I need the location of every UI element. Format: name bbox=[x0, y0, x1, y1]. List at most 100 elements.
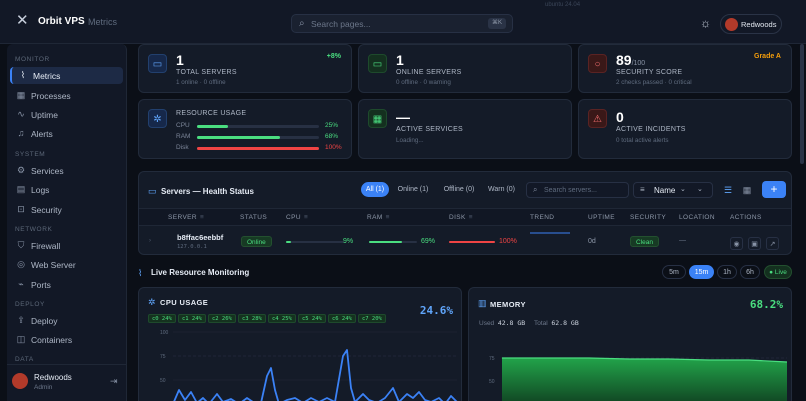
sidebar-item-label: Firewall bbox=[31, 241, 61, 251]
section-system: SYSTEM bbox=[15, 151, 46, 158]
sidebar-item-label: Logs bbox=[31, 185, 50, 195]
filter-warn[interactable]: Warn (0) bbox=[488, 186, 515, 193]
resource-label: RAM bbox=[176, 133, 191, 140]
filter-online[interactable]: Online (1) bbox=[397, 186, 429, 193]
file-icon: ▤ bbox=[16, 184, 26, 194]
gear-icon: ⚙ bbox=[16, 165, 26, 175]
sun-icon[interactable]: ☼ bbox=[700, 16, 711, 30]
col-server[interactable]: SERVER ≡ bbox=[168, 214, 204, 221]
cpu-track bbox=[286, 241, 344, 243]
cpu-chart-title: CPU USAGE bbox=[160, 298, 209, 307]
sidebar-item-uptime[interactable]: ∿ Uptime bbox=[10, 106, 123, 123]
active-services-sub: Loading... bbox=[396, 137, 424, 144]
security-badge: Clean bbox=[630, 236, 659, 247]
cpu-chart-plot: 100 75 50 bbox=[160, 330, 458, 401]
table-row[interactable]: › b8ffac6eebbf 127.0.0.1 Online 9% 69% 1… bbox=[139, 227, 791, 254]
resource-label: Disk bbox=[176, 144, 189, 151]
score-max: /100 bbox=[631, 60, 646, 67]
servers-title: Servers — Health Status bbox=[161, 187, 254, 196]
filter-offline[interactable]: Offline (0) bbox=[443, 186, 475, 193]
search-placeholder: Search pages... bbox=[311, 19, 371, 29]
servers-panel: ▭ Servers — Health Status All (1) Online… bbox=[138, 171, 792, 255]
live-badge[interactable]: ● Live bbox=[764, 265, 792, 279]
range-15m[interactable]: 15m bbox=[689, 265, 714, 279]
terminal-icon[interactable]: ▣ bbox=[748, 237, 761, 250]
core-badge: c4 25% bbox=[268, 314, 296, 323]
list-view-icon[interactable]: ☰ bbox=[723, 185, 733, 195]
live-monitoring-title: Live Resource Monitoring bbox=[151, 268, 250, 277]
location-value: — bbox=[679, 237, 686, 244]
active-incidents-sub: 0 total active alerts bbox=[616, 137, 669, 144]
metrics-icon[interactable]: ↗ bbox=[766, 237, 779, 250]
total-servers-delta: +8% bbox=[326, 53, 341, 60]
sidebar: MONITOR ⌇ Metrics ▦ Processes ∿ Uptime ♫… bbox=[7, 44, 127, 401]
col-status: STATUS bbox=[240, 214, 268, 221]
grid-view-icon[interactable]: ▦ bbox=[742, 185, 752, 195]
add-server-button[interactable]: + bbox=[762, 181, 786, 198]
logout-icon[interactable]: ⇥ bbox=[110, 376, 118, 386]
page-scrollbar[interactable] bbox=[800, 44, 804, 164]
row-expand-icon[interactable]: › bbox=[149, 238, 151, 244]
server-search-input[interactable]: ⌕ Search servers... bbox=[526, 182, 629, 198]
sidebar-item-web-server[interactable]: ◎ Web Server bbox=[10, 256, 123, 273]
background-text: ubuntu 24.04 bbox=[545, 2, 581, 8]
cpu-chip-icon: ✲ bbox=[148, 109, 167, 128]
memory-chart-title: MEMORY bbox=[490, 300, 526, 309]
servers-icon: ▭ bbox=[148, 186, 157, 196]
status-badge: Online bbox=[241, 236, 272, 247]
col-cpu[interactable]: CPU ≡ bbox=[286, 214, 308, 221]
range-5m[interactable]: 5m bbox=[662, 265, 686, 279]
col-label: RAM bbox=[367, 214, 383, 221]
user-name: Redwoods bbox=[34, 373, 72, 382]
range-6h[interactable]: 6h bbox=[740, 265, 760, 279]
sidebar-item-logs[interactable]: ▤ Logs bbox=[10, 181, 123, 198]
filter-icon: ≡ bbox=[303, 214, 309, 221]
online-servers-card: ▭ 1 ONLINE SERVERS 0 offline · 0 warning bbox=[358, 44, 572, 93]
col-ram[interactable]: RAM ≡ bbox=[367, 214, 390, 221]
section-monitor: MONITOR bbox=[15, 56, 50, 63]
rocket-icon: ⇪ bbox=[17, 315, 25, 325]
shield-score-icon: ○ bbox=[588, 54, 607, 73]
sort-icon: ≡ bbox=[640, 185, 645, 194]
chart-icon: ⌇ bbox=[20, 70, 26, 80]
chevron-down-icon[interactable]: ⌄ bbox=[697, 186, 703, 193]
view-icon[interactable]: ◉ bbox=[730, 237, 743, 250]
resource-row-ram: RAM 68% bbox=[176, 133, 341, 142]
close-icon[interactable]: ✕ bbox=[16, 12, 29, 29]
user-menu-button[interactable]: Redwoods bbox=[720, 14, 782, 34]
col-uptime: UPTIME bbox=[588, 214, 615, 221]
sort-select[interactable]: ≡ Name ⌄ ⌄ bbox=[633, 182, 713, 198]
sidebar-item-deploy[interactable]: ⇪ Deploy bbox=[10, 312, 123, 329]
breadcrumb: Metrics bbox=[88, 17, 117, 27]
y-tick: 50 bbox=[489, 379, 495, 385]
sidebar-item-processes[interactable]: ▦ Processes bbox=[10, 87, 123, 104]
active-services-value: — bbox=[396, 109, 410, 125]
range-1h[interactable]: 1h bbox=[717, 265, 737, 279]
trend-sparkline bbox=[530, 232, 570, 234]
resource-percent: 25% bbox=[325, 122, 339, 129]
search-icon: ⌕ bbox=[533, 185, 538, 194]
active-incidents-title: ACTIVE INCIDENTS bbox=[616, 126, 686, 133]
col-disk[interactable]: DISK ≡ bbox=[449, 214, 473, 221]
sidebar-item-firewall[interactable]: ⛉ Firewall bbox=[10, 237, 123, 254]
sidebar-item-label: Security bbox=[31, 205, 62, 215]
total-servers-title: TOTAL SERVERS bbox=[176, 69, 237, 76]
memory-area bbox=[502, 358, 787, 401]
sidebar-item-alerts[interactable]: ♫ Alerts bbox=[10, 125, 123, 142]
server-name[interactable]: b8ffac6eebbf bbox=[177, 233, 224, 242]
search-icon: ⌕ bbox=[299, 18, 305, 29]
resource-usage-card: ✲ RESOURCE USAGE CPU 25% RAM 68% Disk 100% bbox=[138, 99, 352, 159]
sidebar-item-containers[interactable]: ◫ Containers bbox=[10, 331, 123, 348]
sidebar-item-label: Alerts bbox=[31, 129, 53, 139]
search-input[interactable]: ⌕ Search pages... ⌘K bbox=[291, 14, 513, 33]
sidebar-item-ports[interactable]: ⌁ Ports bbox=[10, 276, 123, 293]
core-badge: c0 24% bbox=[148, 314, 176, 323]
sidebar-item-metrics[interactable]: ⌇ Metrics bbox=[10, 67, 123, 84]
filter-icon: ≡ bbox=[385, 214, 390, 221]
sidebar-user[interactable]: Redwoods Admin ⇥ bbox=[7, 364, 127, 401]
sidebar-item-security[interactable]: ⊡ Security bbox=[10, 201, 123, 218]
sidebar-item-services[interactable]: ⚙ Services bbox=[10, 162, 123, 179]
memory-value: 68.2% bbox=[749, 298, 783, 311]
resource-percent: 100% bbox=[325, 144, 342, 151]
filter-all[interactable]: All (1) bbox=[361, 182, 389, 197]
